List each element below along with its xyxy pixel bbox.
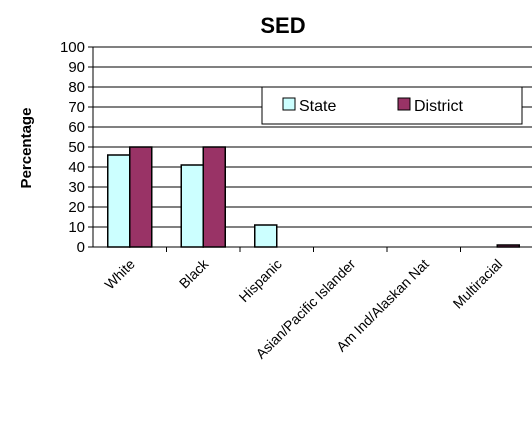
x-tick-label: Multiracial (449, 256, 505, 312)
y-axis-label: Percentage (18, 108, 35, 189)
bar-district-black (202, 146, 226, 248)
y-tick-label: 80 (68, 79, 85, 96)
y-tick-label: 20 (68, 199, 85, 216)
gridlines (93, 46, 532, 228)
axes (92, 47, 532, 252)
bar-district-white (129, 146, 153, 248)
bar-state-white (107, 154, 131, 248)
bars (107, 146, 520, 248)
y-tick-label: 40 (68, 159, 85, 176)
legend-swatch-state (282, 97, 296, 111)
y-tick-label: 60 (68, 119, 85, 136)
y-tick-label: 70 (68, 99, 85, 116)
y-tick-label: 0 (77, 239, 85, 256)
chart-title: SED (260, 13, 305, 38)
legend-label-district: District (414, 98, 463, 115)
x-tick-label: White (101, 256, 138, 293)
legend: State District (261, 86, 523, 125)
x-tick-label: Hispanic (236, 256, 285, 305)
y-tick-label: 10 (68, 219, 85, 236)
y-tick-label: 90 (68, 59, 85, 76)
y-tick-label: 50 (68, 139, 85, 156)
bar-state-black (180, 164, 204, 248)
bar-state-hispanic (254, 224, 278, 248)
legend-box (261, 86, 523, 125)
y-tick-label: 30 (68, 179, 85, 196)
y-tick-label: 100 (60, 39, 85, 56)
y-axis-ticks: 0 10 20 30 40 50 60 70 80 90 100 (60, 39, 93, 256)
legend-label-state: State (299, 98, 336, 115)
x-tick-label: Black (176, 255, 212, 291)
legend-swatch-district (397, 97, 411, 111)
